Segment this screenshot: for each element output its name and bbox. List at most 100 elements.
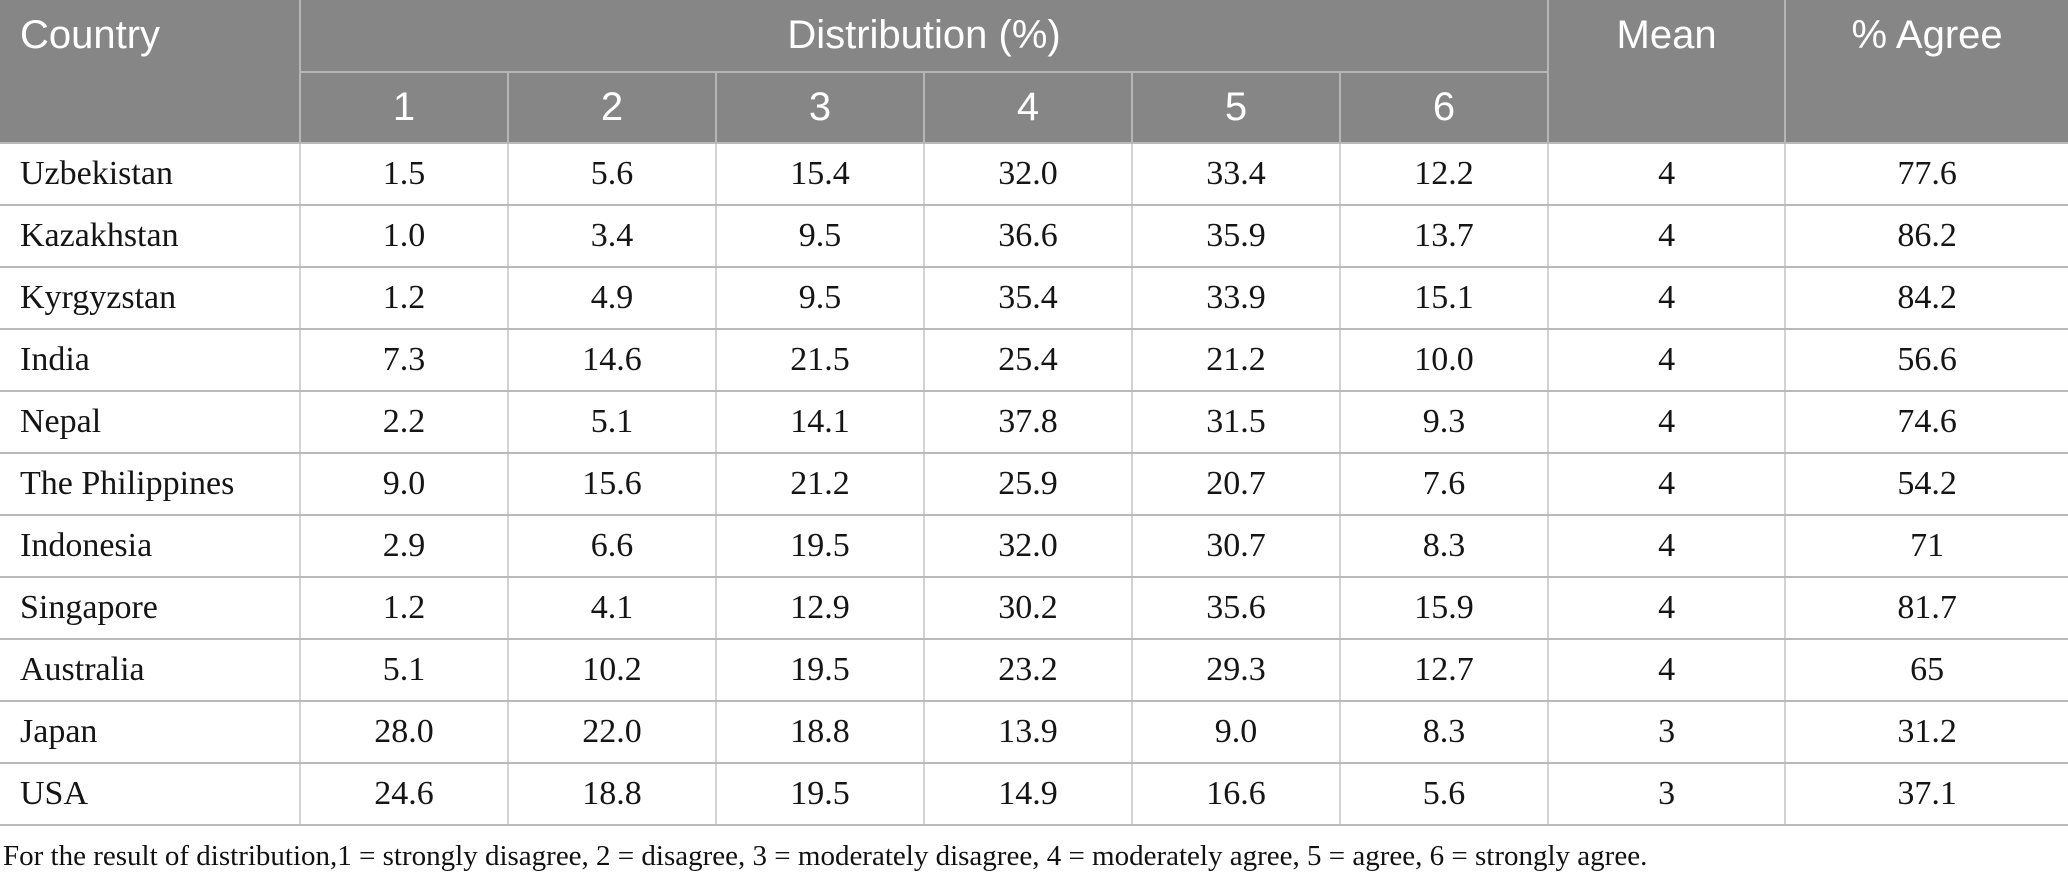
table-row: Kazakhstan 1.0 3.4 9.5 36.6 35.9 13.7 4 86.2	[0, 204, 2068, 268]
distribution-value-cell: 31.5	[1131, 390, 1341, 454]
distribution-value-cell: 19.5	[715, 514, 925, 578]
table-row: Uzbekistan 1.5 5.6 15.4 32.0 33.4 12.2 4 77.6	[0, 142, 2068, 206]
mean-cell: 4	[1547, 638, 1787, 702]
table-row: Singapore 1.2 4.1 12.9 30.2 35.6 15.9 4 81.7	[0, 576, 2068, 640]
distribution-value-cell: 12.2	[1338, 142, 1550, 206]
agree-cell: 71	[1784, 514, 2068, 578]
country-cell: India	[0, 328, 301, 392]
mean-cell: 4	[1547, 142, 1787, 206]
distribution-value-cell: 29.3	[1131, 638, 1341, 702]
distribution-value-cell: 7.3	[299, 328, 509, 392]
column-header-agree: % Agree	[1785, 0, 2068, 143]
distribution-value-cell: 33.4	[1131, 142, 1341, 206]
distribution-value-cell: 30.7	[1131, 514, 1341, 578]
column-header-distribution: Distribution (%)	[300, 0, 1550, 73]
column-header-5: 5	[1132, 72, 1341, 143]
column-header-2: 2	[508, 72, 717, 143]
distribution-value-cell: 1.2	[299, 266, 509, 330]
distribution-value-cell: 8.3	[1338, 514, 1550, 578]
distribution-value-cell: 4.9	[507, 266, 717, 330]
agree-cell: 37.1	[1784, 762, 2068, 826]
distribution-value-cell: 15.9	[1338, 576, 1550, 640]
distribution-value-cell: 3.4	[507, 204, 717, 268]
country-cell: Indonesia	[0, 514, 301, 578]
distribution-value-cell: 13.9	[923, 700, 1133, 764]
table-footnote: For the result of distribution,1 = stron…	[3, 840, 1648, 872]
distribution-value-cell: 25.4	[923, 328, 1133, 392]
column-header-4: 4	[924, 72, 1133, 143]
country-cell: The Philippines	[0, 452, 301, 516]
mean-cell: 4	[1547, 452, 1787, 516]
country-cell: Australia	[0, 638, 301, 702]
country-cell: Japan	[0, 700, 301, 764]
distribution-value-cell: 19.5	[715, 762, 925, 826]
table-body: Uzbekistan 1.5 5.6 15.4 32.0 33.4 12.2 4 77.6 Kaz…	[0, 142, 2068, 826]
distribution-value-cell: 35.4	[923, 266, 1133, 330]
column-header-country: Country	[0, 0, 301, 143]
table-header: Country Distribution (%) Mean % Agree 1 …	[0, 0, 2068, 143]
distribution-value-cell: 35.6	[1131, 576, 1341, 640]
agree-cell: 56.6	[1784, 328, 2068, 392]
distribution-value-cell: 32.0	[923, 514, 1133, 578]
distribution-value-cell: 21.5	[715, 328, 925, 392]
table-row: Kyrgyzstan 1.2 4.9 9.5 35.4 33.9 15.1 4 84.2	[0, 266, 2068, 330]
distribution-value-cell: 5.6	[507, 142, 717, 206]
agree-cell: 84.2	[1784, 266, 2068, 330]
distribution-value-cell: 4.1	[507, 576, 717, 640]
distribution-value-cell: 1.5	[299, 142, 509, 206]
country-cell: Nepal	[0, 390, 301, 454]
column-header-1: 1	[300, 72, 509, 143]
distribution-value-cell: 24.6	[299, 762, 509, 826]
distribution-value-cell: 18.8	[715, 700, 925, 764]
distribution-value-cell: 22.0	[507, 700, 717, 764]
agree-cell: 65	[1784, 638, 2068, 702]
country-cell: Kazakhstan	[0, 204, 301, 268]
distribution-value-cell: 14.6	[507, 328, 717, 392]
distribution-value-cell: 12.9	[715, 576, 925, 640]
column-header-3: 3	[716, 72, 925, 143]
distribution-value-cell: 8.3	[1338, 700, 1550, 764]
mean-cell: 4	[1547, 266, 1787, 330]
distribution-value-cell: 14.1	[715, 390, 925, 454]
country-cell: USA	[0, 762, 301, 826]
agree-cell: 86.2	[1784, 204, 2068, 268]
mean-cell: 4	[1547, 390, 1787, 454]
distribution-value-cell: 5.6	[1338, 762, 1550, 826]
distribution-value-cell: 16.6	[1131, 762, 1341, 826]
distribution-value-cell: 7.6	[1338, 452, 1550, 516]
distribution-value-cell: 36.6	[923, 204, 1133, 268]
distribution-value-cell: 9.5	[715, 266, 925, 330]
distribution-value-cell: 1.0	[299, 204, 509, 268]
distribution-value-cell: 19.5	[715, 638, 925, 702]
distribution-value-cell: 23.2	[923, 638, 1133, 702]
distribution-value-cell: 28.0	[299, 700, 509, 764]
distribution-value-cell: 25.9	[923, 452, 1133, 516]
agree-cell: 81.7	[1784, 576, 2068, 640]
distribution-value-cell: 18.8	[507, 762, 717, 826]
column-header-mean: Mean	[1548, 0, 1787, 143]
header-row-sub: 1 2 3 4 5 6	[0, 72, 2068, 143]
table-row: Japan 28.0 22.0 18.8 13.9 9.0 8.3 3 31.2	[0, 700, 2068, 764]
country-cell: Uzbekistan	[0, 142, 301, 206]
distribution-value-cell: 6.6	[507, 514, 717, 578]
distribution-value-cell: 12.7	[1338, 638, 1550, 702]
distribution-value-cell: 21.2	[1131, 328, 1341, 392]
distribution-value-cell: 2.9	[299, 514, 509, 578]
agree-cell: 74.6	[1784, 390, 2068, 454]
table-row: Australia 5.1 10.2 19.5 23.2 29.3 12.7 4 65	[0, 638, 2068, 702]
distribution-value-cell: 21.2	[715, 452, 925, 516]
distribution-value-cell: 5.1	[299, 638, 509, 702]
column-header-6: 6	[1340, 72, 1550, 143]
agree-cell: 54.2	[1784, 452, 2068, 516]
mean-cell: 3	[1547, 762, 1787, 826]
distribution-value-cell: 9.3	[1338, 390, 1550, 454]
table-row: The Philippines 9.0 15.6 21.2 25.9 20.7 7.6 4 54…	[0, 452, 2068, 516]
distribution-value-cell: 15.1	[1338, 266, 1550, 330]
distribution-value-cell: 35.9	[1131, 204, 1341, 268]
distribution-value-cell: 33.9	[1131, 266, 1341, 330]
distribution-value-cell: 13.7	[1338, 204, 1550, 268]
distribution-value-cell: 5.1	[507, 390, 717, 454]
mean-cell: 4	[1547, 576, 1787, 640]
agree-cell: 77.6	[1784, 142, 2068, 206]
country-cell: Kyrgyzstan	[0, 266, 301, 330]
